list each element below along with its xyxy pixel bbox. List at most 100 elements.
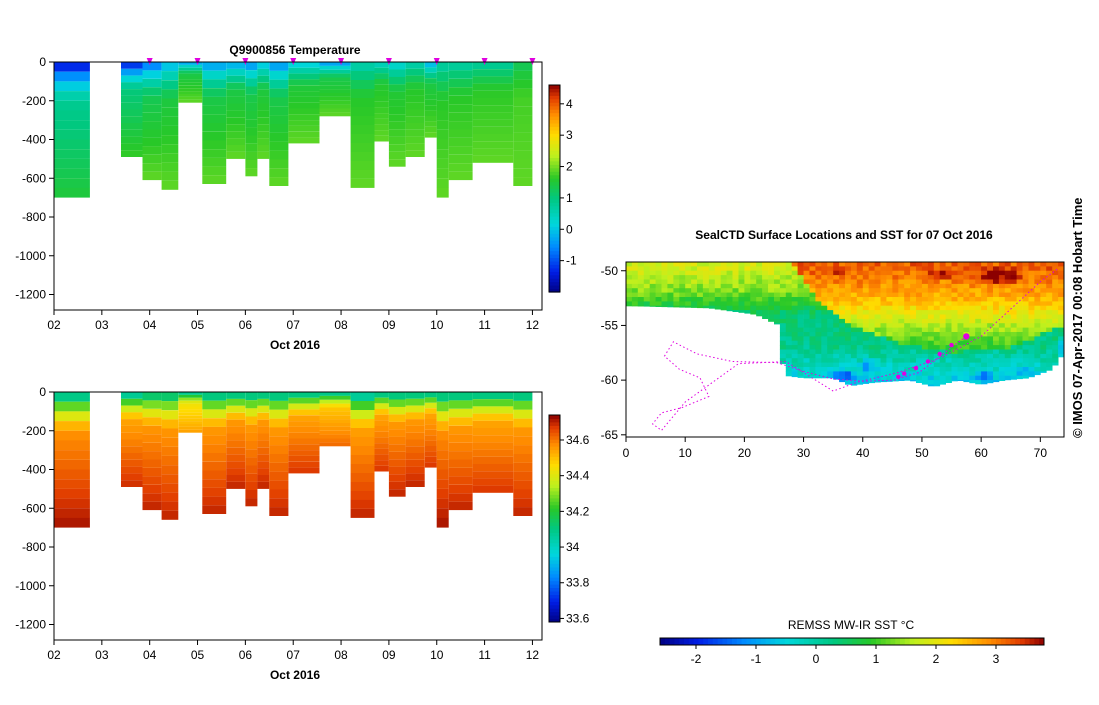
profile-19-bin-7 [472, 112, 514, 120]
colorbar-segment-10 [549, 254, 560, 259]
profile-14-bin-8 [388, 451, 406, 460]
sst-cell-1243 [975, 380, 982, 385]
sst-cell-1314 [993, 323, 1000, 328]
sst-cell-1142 [957, 305, 964, 311]
sst-cell-1282 [987, 305, 994, 311]
sst-cell-758 [874, 349, 881, 355]
x-tick-label-05: 05 [191, 318, 205, 332]
sst-cell-854 [898, 279, 905, 285]
sst-cell-1309 [993, 301, 1000, 307]
sst-cell-924 [910, 340, 917, 346]
profile-4-bin-13 [178, 99, 203, 103]
profile-0-bin-3 [54, 91, 90, 101]
sst-colorbar-segment-25 [780, 638, 786, 645]
sst-cell-389 [797, 301, 804, 307]
sst-colorbar-segment-12 [717, 638, 723, 645]
profile-10-bin-10 [288, 120, 320, 126]
sst-cell-1337 [998, 301, 1006, 307]
sst-cell-1551 [1046, 297, 1053, 302]
sst-cell-1592 [1058, 262, 1064, 267]
sst-cell-1053 [939, 283, 946, 289]
sst-cell-2 [626, 270, 633, 276]
profile-0-bin-2 [54, 81, 90, 92]
profile-13-bin-7 [374, 101, 389, 108]
sst-cell-215 [738, 279, 745, 285]
sst-cell-429 [803, 358, 810, 363]
sst-cell-759 [874, 353, 881, 359]
colorbar-segment-24 [549, 205, 560, 210]
sst-cell-1271 [981, 380, 988, 385]
profile-2-bin-0 [142, 62, 162, 71]
profile-15-bin-6 [405, 432, 425, 440]
sst-cell-915 [910, 301, 917, 307]
surface-location-4 [913, 365, 919, 371]
sst-cell-646 [850, 353, 858, 359]
sst-colorbar-segment-5 [684, 638, 690, 645]
sst-cell-153 [702, 305, 710, 309]
sst-cell-753 [874, 327, 881, 333]
sst-cell-969 [921, 292, 929, 298]
colorbar-tick-label-0: 33.6 [566, 611, 590, 625]
sst-cell-713 [868, 275, 875, 280]
profile-16-bin-6 [424, 94, 437, 100]
sst-colorbar-segment-74 [1015, 638, 1021, 645]
sst-cell-1549 [1046, 288, 1053, 293]
sst-cell-1152 [957, 349, 964, 355]
sst-cell-974 [921, 314, 929, 320]
sst-cell-492 [821, 279, 828, 285]
sst-cell-144 [702, 266, 710, 272]
sst-cell-1110 [951, 288, 958, 293]
colorbar-segment-43 [549, 140, 560, 145]
sst-cell-296 [774, 301, 781, 307]
sst-cell-703 [862, 353, 870, 359]
sst-cell-1294 [987, 358, 994, 363]
sst-cell-1288 [987, 332, 994, 337]
sst-cell-828 [892, 288, 899, 293]
sst-cell-714 [868, 279, 875, 285]
sst-cell-1046 [933, 380, 941, 385]
sst-cell-286 [768, 318, 775, 322]
colorbar-segment-17 [549, 559, 560, 564]
sst-cell-956 [916, 358, 923, 363]
colorbar-segment-6 [549, 597, 560, 602]
sst-cell-1249 [981, 283, 988, 289]
sst-cell-111 [685, 266, 692, 272]
sst-cell-282 [768, 301, 775, 307]
sst-cell-518 [827, 275, 834, 280]
sst-cell-896 [904, 340, 911, 346]
profile-6-bin-9 [226, 454, 246, 462]
profile-15-bin-7 [405, 109, 425, 117]
sst-cell-697 [862, 327, 870, 333]
sst-cell-1171 [963, 310, 970, 315]
sst-cell-145 [702, 270, 710, 276]
sst-cell-1060 [939, 314, 946, 320]
sst-cell-957 [916, 362, 923, 368]
sst-colorbar-segment-8 [698, 638, 704, 645]
sst-cell-77 [667, 262, 674, 267]
sst-cell-941 [916, 292, 923, 298]
sst-cell-647 [850, 358, 858, 363]
sst-cell-61 [655, 288, 662, 293]
sst-cell-859 [898, 301, 905, 307]
sst-cell-671 [856, 336, 864, 342]
sst-cell-1007 [927, 336, 935, 342]
sst-colorbar-segment-14 [727, 638, 733, 645]
sst-cell-1139 [957, 292, 964, 298]
colorbar-segment-34 [549, 171, 560, 176]
sst-cell-1547 [1046, 279, 1053, 285]
profile-3-bin-8 [161, 465, 179, 475]
sst-cell-1175 [963, 327, 970, 333]
sst-cell-211 [738, 262, 745, 267]
sst-cell-1286 [987, 323, 994, 328]
profile-20-bin-12 [513, 168, 533, 178]
sst-cell-1006 [927, 332, 935, 337]
sst-cell-159 [708, 283, 716, 289]
sst-cell-172 [714, 292, 722, 298]
profile-15-bin-11 [405, 466, 425, 474]
sst-cell-1524 [1040, 292, 1047, 298]
sst-cell-636 [850, 310, 858, 315]
profile-18-bin-5 [448, 434, 473, 443]
sst-cell-1342 [998, 323, 1006, 328]
sst-cell-1125 [951, 353, 958, 359]
